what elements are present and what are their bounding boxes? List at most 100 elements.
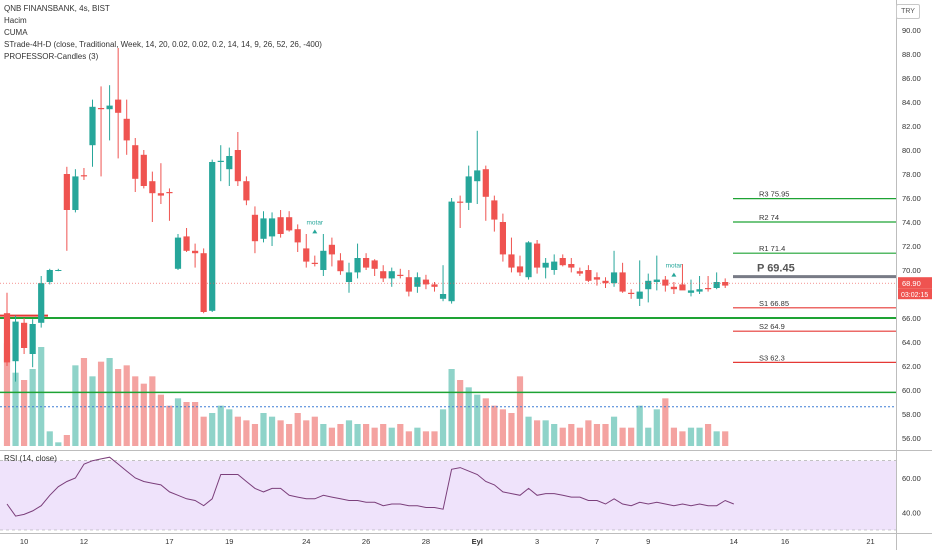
study-strade-label[interactable]: STrade-4H-D (close, Traditional, Week, 1… — [4, 40, 322, 49]
volume-bar — [593, 424, 601, 446]
candle-body — [508, 254, 515, 268]
signal-annotation: motar — [666, 263, 683, 270]
candle-body — [516, 266, 524, 273]
candle-body — [38, 283, 45, 323]
price-tick-label: 80.00 — [902, 146, 921, 155]
volume-bar — [106, 358, 113, 446]
volume-bar — [491, 405, 498, 446]
candle-body — [21, 322, 28, 348]
volume-bar — [388, 427, 395, 446]
volume-bar — [465, 387, 472, 446]
price-tick-label: 84.00 — [902, 98, 921, 107]
candle-body — [337, 260, 344, 272]
volume-bar — [482, 398, 489, 446]
candle-body — [465, 176, 472, 203]
volume-bar — [200, 416, 207, 446]
signal-annotation: motar — [306, 219, 323, 226]
pivot-level-label: R3 75.95 — [759, 190, 789, 199]
candle-body — [371, 260, 378, 269]
volume-bar — [21, 380, 28, 446]
volume-bar — [46, 431, 53, 446]
study-volume-label[interactable]: Hacim — [4, 16, 27, 25]
study-professor-label[interactable]: PROFESSOR-Candles (3) — [4, 52, 99, 61]
rsi-label[interactable]: RSI (14, close) — [4, 454, 57, 463]
pivot-level-label: R1 71.4 — [759, 244, 785, 253]
volume-bar — [243, 420, 250, 446]
volume-bar — [3, 343, 11, 446]
volume-bar — [722, 431, 729, 446]
price-tick-label: 62.00 — [902, 362, 921, 371]
candle-body — [722, 282, 729, 286]
volume-bar — [174, 398, 182, 446]
volume-bar — [268, 416, 276, 446]
candle-body — [576, 271, 583, 274]
candle-body — [303, 248, 310, 262]
candle-body — [345, 272, 353, 282]
price-tick-label: 56.00 — [902, 434, 921, 443]
candle-body — [166, 192, 173, 194]
volume-bar — [525, 416, 532, 446]
candle-body — [457, 201, 464, 203]
candle-body — [422, 279, 430, 285]
volume-bar — [157, 394, 164, 446]
volume-bar — [448, 369, 455, 446]
volume-bar — [610, 416, 618, 446]
currency-button[interactable]: TRY — [896, 4, 920, 19]
volume-bar — [183, 402, 190, 446]
time-tick-label: Eyl — [472, 537, 483, 546]
volume-bar — [320, 424, 327, 446]
candle-body — [55, 270, 62, 271]
candle-body — [46, 270, 53, 282]
price-tick-label: 60.00 — [902, 386, 921, 395]
candle-body — [414, 277, 421, 287]
time-tick-label: 21 — [866, 537, 874, 546]
volume-bar — [29, 369, 36, 446]
candle-body — [380, 271, 387, 279]
time-tick-label: 7 — [595, 537, 599, 546]
candle-body — [482, 169, 489, 197]
candle-body — [662, 279, 669, 286]
last-price-label: 68.90 — [902, 279, 921, 288]
price-tick-label: 72.00 — [902, 242, 921, 251]
volume-bar — [63, 435, 70, 446]
volume-bar — [12, 372, 19, 446]
volume-bar — [132, 376, 139, 446]
candle-body — [397, 274, 404, 276]
price-tick-label: 66.00 — [902, 314, 921, 323]
candle-body — [593, 277, 601, 280]
price-tick-label: 86.00 — [902, 74, 921, 83]
volume-bar — [55, 442, 62, 446]
volume-bar — [662, 398, 669, 446]
volume-bar — [38, 347, 45, 446]
candle-body — [713, 282, 720, 288]
pivot-label: P 69.45 — [757, 263, 795, 275]
candle-body — [80, 175, 88, 177]
candle-body — [619, 272, 626, 292]
signal-arrow-icon — [671, 272, 677, 277]
candle-body — [628, 292, 635, 294]
candle-body — [499, 222, 506, 255]
symbol-title[interactable]: QNB FINANSBANK, 4s, BIST — [4, 4, 110, 13]
candle-body — [234, 150, 241, 182]
candle-body — [525, 242, 532, 278]
pivot-level-label: S2 64.9 — [759, 322, 785, 331]
candle-body — [277, 217, 284, 234]
volume-bar — [696, 427, 703, 446]
candle-body — [610, 272, 618, 284]
candle-body — [174, 237, 182, 269]
candle-body — [687, 290, 695, 293]
volume-bar — [89, 376, 96, 446]
volume-bar — [585, 420, 592, 446]
volume-bar — [628, 427, 635, 446]
candle-body — [97, 108, 105, 110]
volume-bar — [123, 365, 130, 446]
candle-body — [405, 277, 412, 292]
study-cuma-label[interactable]: CUMA — [4, 28, 28, 37]
volume-bar — [705, 424, 712, 446]
rsi-tick-label: 40.00 — [902, 509, 921, 518]
volume-bar — [303, 420, 310, 446]
candle-body — [260, 218, 267, 239]
volume-bar — [115, 369, 122, 446]
candle-body — [286, 217, 293, 231]
